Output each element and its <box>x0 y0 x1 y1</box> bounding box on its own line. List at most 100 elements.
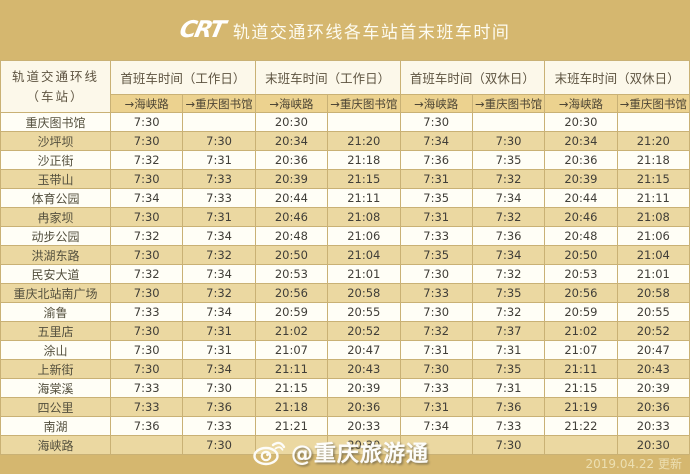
time-cell: 7:32 <box>109 226 184 246</box>
time-cell: 7:30 <box>399 302 473 322</box>
time-cell: 7:31 <box>471 378 546 398</box>
time-cell <box>109 435 184 455</box>
time-cell: 21:04 <box>616 245 690 265</box>
time-cell: 21:11 <box>616 188 690 208</box>
time-cell: 21:21 <box>254 416 329 436</box>
time-cell: 21:15 <box>544 378 618 398</box>
time-cell: 20:34 <box>544 131 618 151</box>
direction-header: →海峡路 <box>544 94 618 113</box>
time-cell: 21:06 <box>327 226 401 246</box>
time-cell: 20:30 <box>254 112 329 132</box>
table-row: 重庆图书馆 7:30 20:30 7:30 20:30 <box>0 112 690 132</box>
time-cell: 20:50 <box>254 245 329 265</box>
time-cell: 21:08 <box>616 207 690 227</box>
time-cell: 7:30 <box>182 435 256 455</box>
time-cell: 7:30 <box>109 131 184 151</box>
direction-header: →重庆图书馆 <box>616 94 690 113</box>
time-cell: 7:34 <box>471 188 546 208</box>
time-cell: 20:47 <box>616 340 690 360</box>
direction-header: →重庆图书馆 <box>182 94 256 113</box>
time-cell: 7:36 <box>109 416 184 436</box>
time-cell: 20:56 <box>544 283 618 303</box>
time-cell: 20:30 <box>616 435 690 455</box>
time-cell: 7:32 <box>182 245 256 265</box>
station-name: 洪湖东路 <box>0 245 111 265</box>
time-cell: 7:33 <box>182 188 256 208</box>
time-cell: 7:33 <box>109 302 184 322</box>
time-cell: 7:30 <box>109 359 184 379</box>
station-name: 冉家坝 <box>0 207 111 227</box>
time-cell: 7:31 <box>471 340 546 360</box>
page-title: 轨道交通环线各车站首末班车时间 <box>232 22 511 43</box>
time-cell: 21:19 <box>544 397 618 417</box>
time-cell: 20:48 <box>254 226 329 246</box>
time-cell: 20:44 <box>254 188 329 208</box>
time-cell: 7:30 <box>109 283 184 303</box>
table-row: 体育公园 7:34 7:33 20:44 21:11 7:35 7:34 20:44 21:11 <box>0 188 690 208</box>
direction-header-row: →海峡路 →重庆图书馆 →海峡路 →重庆图书馆 →海峡路 →重庆图书馆 →海峡路… <box>1 94 690 113</box>
table-row: 沙坪坝 7:30 7:30 20:34 21:20 7:34 7:30 20:34 21:20 <box>0 131 690 151</box>
time-cell: 7:37 <box>471 321 546 341</box>
direction-header: →海峡路 <box>109 94 184 113</box>
time-cell: 7:34 <box>182 302 256 322</box>
time-cell <box>471 112 546 132</box>
station-name: 渝鲁 <box>0 302 111 322</box>
crt-logo: CRT <box>176 17 226 43</box>
time-cell: 7:31 <box>399 397 473 417</box>
time-cell: 7:30 <box>109 245 184 265</box>
weibo-icon <box>253 441 286 466</box>
time-cell <box>327 112 401 132</box>
time-cell: 7:30 <box>109 321 184 341</box>
time-cell: 7:31 <box>399 340 473 360</box>
time-cell: 20:46 <box>544 207 618 227</box>
time-cell: 20:55 <box>327 302 401 322</box>
time-cell: 7:30 <box>109 207 184 227</box>
time-cell: 20:53 <box>254 264 329 284</box>
time-cell: 7:34 <box>182 226 256 246</box>
station-name: 涂山 <box>0 340 111 360</box>
station-name: 玉带山 <box>0 169 111 189</box>
time-cell: 20:58 <box>327 283 401 303</box>
time-cell: 21:18 <box>254 397 329 417</box>
time-cell: 20:43 <box>616 359 690 379</box>
watermark: @重庆旅游通 <box>252 436 429 468</box>
station-name: 重庆图书馆 <box>0 112 111 132</box>
direction-header: →重庆图书馆 <box>471 94 546 113</box>
time-cell: 21:07 <box>254 340 329 360</box>
table-row: 南湖 7:36 7:33 21:21 20:33 7:34 7:33 21:22 20:33 <box>0 416 690 436</box>
time-cell: 7:32 <box>471 207 546 227</box>
time-cell: 20:43 <box>327 359 401 379</box>
table-row: 沙正街 7:32 7:31 20:36 21:18 7:36 7:35 20:36 21:18 <box>0 150 690 170</box>
time-cell: 20:59 <box>544 302 618 322</box>
time-cell: 7:33 <box>471 416 546 436</box>
station-name: 动步公园 <box>0 226 111 246</box>
time-cell: 7:33 <box>109 378 184 398</box>
time-cell: 20:36 <box>254 150 329 170</box>
time-cell: 7:34 <box>399 131 473 151</box>
station-column-header-line2: （车站） <box>26 88 85 104</box>
time-cell: 7:36 <box>471 397 546 417</box>
table-row: 海棠溪 7:33 7:30 21:15 20:39 7:33 7:31 21:15 20:39 <box>0 378 690 398</box>
station-name: 沙正街 <box>0 150 111 170</box>
time-cell: 20:33 <box>327 416 401 436</box>
table-row: 重庆北站南广场 7:30 7:32 20:56 20:58 7:33 7:35 20:56 20… <box>0 283 690 303</box>
time-cell: 21:01 <box>616 264 690 284</box>
time-cell: 7:31 <box>182 207 256 227</box>
time-cell: 7:32 <box>109 264 184 284</box>
time-cell: 7:35 <box>471 359 546 379</box>
time-cell: 7:32 <box>471 264 546 284</box>
time-cell: 20:36 <box>327 397 401 417</box>
time-cell: 7:30 <box>471 131 546 151</box>
time-cell: 21:06 <box>616 226 690 246</box>
station-name: 五里店 <box>0 321 111 341</box>
time-cell: 21:15 <box>327 169 401 189</box>
time-cell: 21:18 <box>616 150 690 170</box>
direction-header: →海峡路 <box>399 94 473 113</box>
time-cell: 7:33 <box>399 226 473 246</box>
time-cell: 21:11 <box>254 359 329 379</box>
table-row: 四公里 7:33 7:36 21:18 20:36 7:31 7:36 21:19 20:36 <box>0 397 690 417</box>
time-cell: 7:34 <box>182 264 256 284</box>
group-header-last-train-weekend: 末班车时间（双休日） <box>544 60 690 95</box>
time-cell: 21:07 <box>544 340 618 360</box>
time-cell: 7:34 <box>109 188 184 208</box>
